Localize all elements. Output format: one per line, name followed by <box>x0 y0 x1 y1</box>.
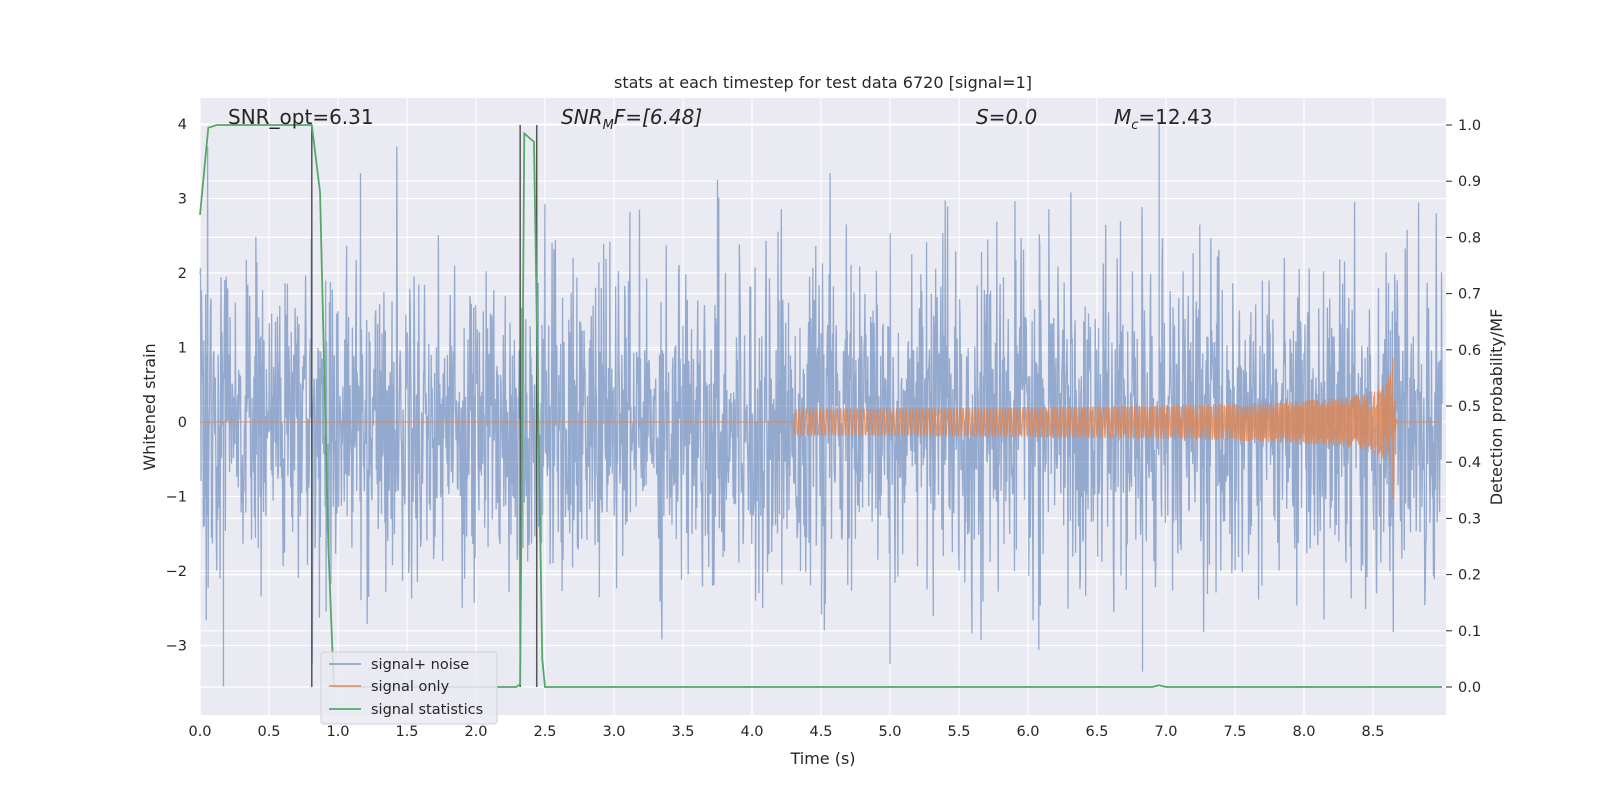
legend-label-signal-statistics: signal statistics <box>371 702 483 718</box>
y-right-tick-label: 0.0 <box>1458 680 1481 696</box>
x-tick-label: 0.5 <box>257 724 280 740</box>
chart-title: stats at each timestep for test data 672… <box>614 73 1032 92</box>
line-signal-statistics <box>199 124 1442 688</box>
legend-label-signal-only: signal only <box>371 679 450 695</box>
annotation-mc-sub: c <box>1131 118 1138 133</box>
annotation-mc: Mc=12.43 <box>1114 105 1212 133</box>
series-signal-only <box>200 358 1442 500</box>
legend: signal+ noise signal only signal statist… <box>320 651 498 725</box>
y-left-tick-label: 1 <box>178 341 187 357</box>
x-axis-label: Time (s) <box>789 749 855 768</box>
y-right-tick-label: 0.7 <box>1458 287 1481 303</box>
x-tick-label: 8.0 <box>1292 724 1315 740</box>
annotation-s-stat: S=0.0 <box>976 105 1037 129</box>
y-left-tick-label: 4 <box>178 117 187 133</box>
line-signal-only <box>200 358 1442 500</box>
line-signal-noise <box>199 124 1443 687</box>
annotation-snr-mf-sub: M <box>603 118 614 133</box>
y-left-tick-label: −2 <box>166 564 187 580</box>
y-right-tick-label: 0.2 <box>1458 568 1481 584</box>
x-tick-label: 2.5 <box>533 724 556 740</box>
x-axis-ticks: 0.0 0.5 1.0 1.5 2.0 2.5 3.0 3.5 4.0 4.5 5.0 5.5 6.0 6… <box>188 724 1384 740</box>
x-tick-label: 3.5 <box>671 724 694 740</box>
legend-box <box>320 651 498 725</box>
y-right-tick-label: 0.8 <box>1458 230 1481 246</box>
x-tick-label: 5.0 <box>878 724 901 740</box>
x-tick-label: 6.0 <box>1016 724 1039 740</box>
x-tick-label: 0.0 <box>188 724 211 740</box>
y-right-tick-label: 0.3 <box>1458 511 1481 527</box>
y-axis-right-label: Detection probability/MF <box>1487 309 1506 506</box>
y-right-tick-label: 0.9 <box>1458 174 1481 190</box>
x-tick-label: 1.0 <box>326 724 349 740</box>
x-tick-label: 4.0 <box>740 724 763 740</box>
x-tick-label: 3.0 <box>602 724 625 740</box>
annotation-snr-opt: SNR_opt=6.31 <box>228 105 374 129</box>
annotation-mc-base: M <box>1114 105 1131 129</box>
series-signal-noise <box>199 124 1443 687</box>
y-right-tick-label: 0.1 <box>1458 624 1481 640</box>
y-left-tick-label: 3 <box>178 192 187 208</box>
annotation-mc-rest: =12.43 <box>1138 105 1212 129</box>
x-tick-label: 8.5 <box>1361 724 1384 740</box>
x-tick-label: 1.5 <box>395 724 418 740</box>
y-left-tick-label: −1 <box>166 490 187 506</box>
y-left-tick-label: 2 <box>178 266 187 282</box>
y-axis-left-label: Whitened strain <box>140 343 159 470</box>
y-right-tick-label: 0.6 <box>1458 343 1481 359</box>
x-tick-label: 7.0 <box>1154 724 1177 740</box>
legend-label-signal-noise: signal+ noise <box>371 657 469 673</box>
x-tick-label: 2.0 <box>464 724 487 740</box>
annotation-snr-mf: SNRMF=[6.48] <box>561 105 702 133</box>
y-left-tick-label: 0 <box>178 415 187 431</box>
annotation-s-stat-text: S=0.0 <box>976 105 1037 129</box>
x-tick-label: 6.5 <box>1085 724 1108 740</box>
x-tick-label: 5.5 <box>947 724 970 740</box>
y-right-tick-label: 1.0 <box>1458 118 1481 134</box>
x-tick-label: 7.5 <box>1223 724 1246 740</box>
annotation-snr-mf-rest: F=[6.48] <box>614 105 702 129</box>
y-axis-right-ticks: 1.0 0.9 0.8 0.7 0.6 0.5 0.4 0.3 0.2 0.1 0.0 <box>1446 118 1481 696</box>
annotation-snr-mf-base: SNR <box>561 105 603 129</box>
y-right-tick-label: 0.5 <box>1458 399 1481 415</box>
y-left-tick-label: −3 <box>166 639 187 655</box>
y-axis-left-ticks: 4 3 2 1 0 −1 −2 −3 <box>166 117 187 655</box>
series-signal-statistics <box>199 124 1442 688</box>
x-tick-label: 4.5 <box>809 724 832 740</box>
y-right-tick-label: 0.4 <box>1458 455 1481 471</box>
